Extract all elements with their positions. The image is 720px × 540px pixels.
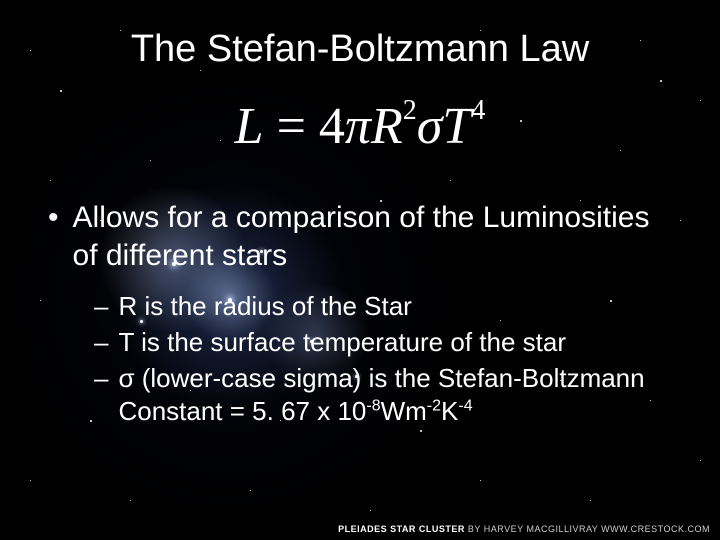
equation-sigma: σ: [417, 98, 443, 155]
dash-icon: –: [94, 326, 108, 360]
sigma-exp1: -8: [366, 398, 380, 415]
equation-equals: =: [264, 98, 319, 155]
equation-coef: 4: [319, 98, 345, 155]
dash-icon: –: [94, 290, 108, 324]
main-bullet-text: Allows for a comparison of the Luminosit…: [73, 199, 680, 274]
sub-bullet-t: – T is the surface temperature of the st…: [94, 326, 680, 360]
equation-R: R: [371, 98, 403, 155]
sub-bullet-t-text: T is the surface temperature of the star: [118, 326, 680, 360]
sub-bullet-list: – R is the radius of the Star – T is the…: [94, 290, 680, 429]
equation-lhs: L: [235, 98, 264, 155]
sub-bullet-r-text: R is the radius of the Star: [118, 290, 680, 324]
slide-content: The Stefan-Boltzmann Law L = 4πR2σT4 • A…: [0, 0, 720, 540]
equation-R-exp: 2: [403, 95, 417, 126]
sigma-exp2: -2: [427, 398, 441, 415]
sub-bullet-r: – R is the radius of the Star: [94, 290, 680, 324]
image-credit: PLEIADES STAR CLUSTER BY HARVEY MACGILLI…: [338, 524, 710, 534]
sub-bullet-sigma-text: σ (lower-case sigma) is the Stefan-Boltz…: [118, 362, 680, 430]
main-bullet: • Allows for a comparison of the Luminos…: [48, 199, 680, 274]
credit-author: HARVEY MACGILLIVRAY: [484, 524, 598, 534]
equation-T: T: [442, 98, 471, 155]
equation: L = 4πR2σT4: [40, 101, 680, 153]
equation-T-exp: 4: [471, 95, 485, 126]
credit-site: WWW.CRESTOCK.COM: [598, 524, 710, 534]
credit-label: PLEIADES STAR CLUSTER: [338, 524, 465, 534]
dash-icon: –: [94, 362, 108, 430]
sigma-mid2: K: [441, 396, 458, 426]
sigma-exp3: -4: [458, 398, 472, 415]
slide-title: The Stefan-Boltzmann Law: [40, 28, 680, 71]
sigma-mid1: Wm: [381, 396, 427, 426]
bullet-dot-icon: •: [48, 199, 59, 274]
equation-pi: π: [345, 98, 371, 155]
credit-by: BY: [465, 524, 484, 534]
sub-bullet-sigma: – σ (lower-case sigma) is the Stefan-Bol…: [94, 362, 680, 430]
